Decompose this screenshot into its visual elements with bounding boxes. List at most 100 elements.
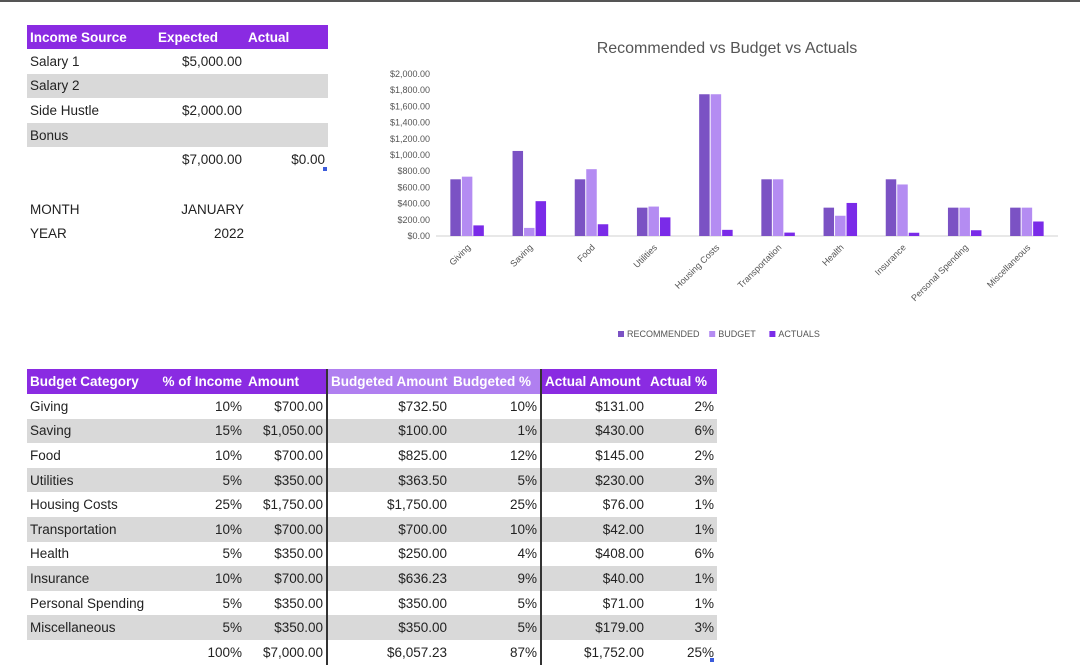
total-actual-pct-cell[interactable]: 25% <box>686 644 714 660</box>
bar-budget-health[interactable] <box>835 215 846 236</box>
budget-category-cell[interactable]: Personal Spending <box>30 595 145 611</box>
bar-actuals-miscellaneous[interactable] <box>1033 221 1044 236</box>
total-actual-cell[interactable]: $1,752.00 <box>583 644 644 660</box>
pct-income-cell[interactable]: 10% <box>214 398 242 414</box>
actual-amount-cell[interactable]: $42.00 <box>602 521 644 537</box>
budget-category-cell[interactable]: Saving <box>30 423 72 439</box>
total-budgeted-pct-cell[interactable]: 87% <box>450 639 542 665</box>
budgeted-amount-cell[interactable]: $100.00 <box>398 423 447 439</box>
amount-cell[interactable]: $700.00 <box>245 443 328 468</box>
income-actual-cell[interactable] <box>245 98 328 123</box>
pct-income-cell[interactable]: 25% <box>214 497 242 513</box>
budget-category-cell[interactable]: Food <box>30 447 61 463</box>
bar-recommended-insurance[interactable] <box>885 179 897 236</box>
amount-cell[interactable]: $350.00 <box>245 615 328 640</box>
income-actual-cell[interactable] <box>245 49 328 74</box>
bar-actuals-personal-spending[interactable] <box>970 230 982 236</box>
actual-pct-cell[interactable]: 1% <box>694 595 714 611</box>
pct-income-cell[interactable]: 10% <box>214 570 242 586</box>
actual-pct-cell[interactable]: 1% <box>694 521 714 537</box>
budgeted-pct-cell[interactable]: 5% <box>450 590 542 616</box>
bar-budget-food[interactable] <box>586 169 597 236</box>
income-expected-cell[interactable]: $5,000.00 <box>181 53 242 69</box>
pct-income-cell[interactable]: 5% <box>222 546 242 562</box>
budgeted-pct-cell[interactable]: 10% <box>450 394 542 419</box>
bar-budget-housing-costs[interactable] <box>710 94 722 236</box>
budgeted-pct-cell[interactable]: 4% <box>450 541 542 567</box>
amount-cell[interactable]: $700.00 <box>245 394 328 419</box>
actual-amount-cell[interactable]: $145.00 <box>595 447 644 463</box>
actual-pct-cell[interactable]: 1% <box>694 497 714 513</box>
bar-actuals-housing-costs[interactable] <box>722 229 733 236</box>
bar-recommended-housing-costs[interactable] <box>699 94 710 236</box>
income-expected-cell[interactable]: $2,000.00 <box>181 102 242 118</box>
income-actual-cell[interactable] <box>245 123 328 148</box>
budget-category-cell[interactable]: Health <box>30 546 70 562</box>
budgeted-amount-cell[interactable]: $732.50 <box>398 398 447 414</box>
actual-pct-cell[interactable]: 6% <box>694 423 714 439</box>
budgeted-amount-cell[interactable]: $350.00 <box>398 620 447 636</box>
bar-recommended-health[interactable] <box>823 207 835 236</box>
income-actual-cell[interactable] <box>245 74 328 99</box>
actual-amount-cell[interactable]: $230.00 <box>595 472 644 488</box>
year-value[interactable]: 2022 <box>213 226 244 242</box>
bar-budget-utilities[interactable] <box>648 206 659 236</box>
budgeted-amount-cell[interactable]: $825.00 <box>398 447 447 463</box>
amount-cell[interactable]: $1,750.00 <box>245 492 328 517</box>
bar-actuals-saving[interactable] <box>535 201 547 236</box>
bar-recommended-utilities[interactable] <box>636 207 648 236</box>
total-amount-cell[interactable]: $7,000.00 <box>245 639 328 665</box>
bar-budget-transportation[interactable] <box>772 179 784 236</box>
budgeted-amount-cell[interactable]: $250.00 <box>398 546 447 562</box>
pct-income-cell[interactable]: 15% <box>214 423 242 439</box>
bar-budget-personal-spending[interactable] <box>959 207 970 236</box>
budgeted-pct-cell[interactable]: 12% <box>450 443 542 468</box>
actual-amount-cell[interactable]: $408.00 <box>595 546 644 562</box>
bar-actuals-food[interactable] <box>597 224 609 236</box>
budget-category-cell[interactable]: Insurance <box>30 570 90 586</box>
budget-category-cell[interactable]: Miscellaneous <box>30 620 116 636</box>
budgeted-pct-cell[interactable]: 5% <box>450 615 542 640</box>
total-budgeted-cell[interactable]: $6,057.23 <box>386 644 447 660</box>
amount-cell[interactable]: $350.00 <box>245 590 328 616</box>
budgeted-amount-cell[interactable]: $1,750.00 <box>386 497 447 513</box>
pct-income-cell[interactable]: 5% <box>222 595 242 611</box>
budgeted-amount-cell[interactable]: $363.50 <box>398 472 447 488</box>
budget-category-cell[interactable]: Housing Costs <box>30 497 118 513</box>
income-source-cell[interactable]: Salary 2 <box>30 78 80 94</box>
actual-amount-cell[interactable]: $131.00 <box>595 398 644 414</box>
budgeted-amount-cell[interactable]: $636.23 <box>398 570 447 586</box>
fill-handle-icon[interactable] <box>323 167 327 171</box>
bar-actuals-health[interactable] <box>846 202 858 236</box>
actual-pct-cell[interactable]: 2% <box>694 447 714 463</box>
bar-recommended-food[interactable] <box>574 179 586 236</box>
income-source-cell[interactable]: Salary 1 <box>30 53 80 69</box>
amount-cell[interactable]: $700.00 <box>245 516 328 542</box>
pct-income-cell[interactable]: 5% <box>222 472 242 488</box>
bar-actuals-giving[interactable] <box>473 225 484 236</box>
bar-budget-giving[interactable] <box>461 176 473 236</box>
actual-pct-cell[interactable]: 1% <box>694 570 714 586</box>
actual-amount-cell[interactable]: $71.00 <box>602 595 644 611</box>
pct-income-cell[interactable]: 10% <box>214 447 242 463</box>
total-pct-cell[interactable]: 100% <box>207 644 242 660</box>
budgeted-pct-cell[interactable]: 25% <box>450 492 542 517</box>
budget-chart[interactable]: Recommended vs Budget vs Actuals $0.00 $2… <box>378 30 1068 350</box>
income-total-expected[interactable]: $7,000.00 <box>181 152 242 168</box>
actual-pct-cell[interactable]: 2% <box>694 398 714 414</box>
actual-amount-cell[interactable]: $430.00 <box>595 423 644 439</box>
bar-actuals-transportation[interactable] <box>784 232 795 236</box>
budgeted-amount-cell[interactable]: $700.00 <box>398 521 447 537</box>
budgeted-pct-cell[interactable]: 10% <box>450 516 542 542</box>
bar-recommended-miscellaneous[interactable] <box>1010 207 1021 236</box>
income-source-cell[interactable]: Side Hustle <box>30 102 100 118</box>
actual-pct-cell[interactable]: 6% <box>694 546 714 562</box>
income-expected-cell[interactable] <box>155 123 245 148</box>
amount-cell[interactable]: $700.00 <box>245 566 328 591</box>
bar-recommended-transportation[interactable] <box>761 179 772 236</box>
actual-pct-cell[interactable]: 3% <box>694 472 714 488</box>
fill-handle-icon[interactable] <box>710 658 714 662</box>
budgeted-pct-cell[interactable]: 5% <box>450 467 542 493</box>
income-total-actual[interactable]: $0.00 <box>291 152 325 168</box>
bar-budget-insurance[interactable] <box>897 184 908 236</box>
